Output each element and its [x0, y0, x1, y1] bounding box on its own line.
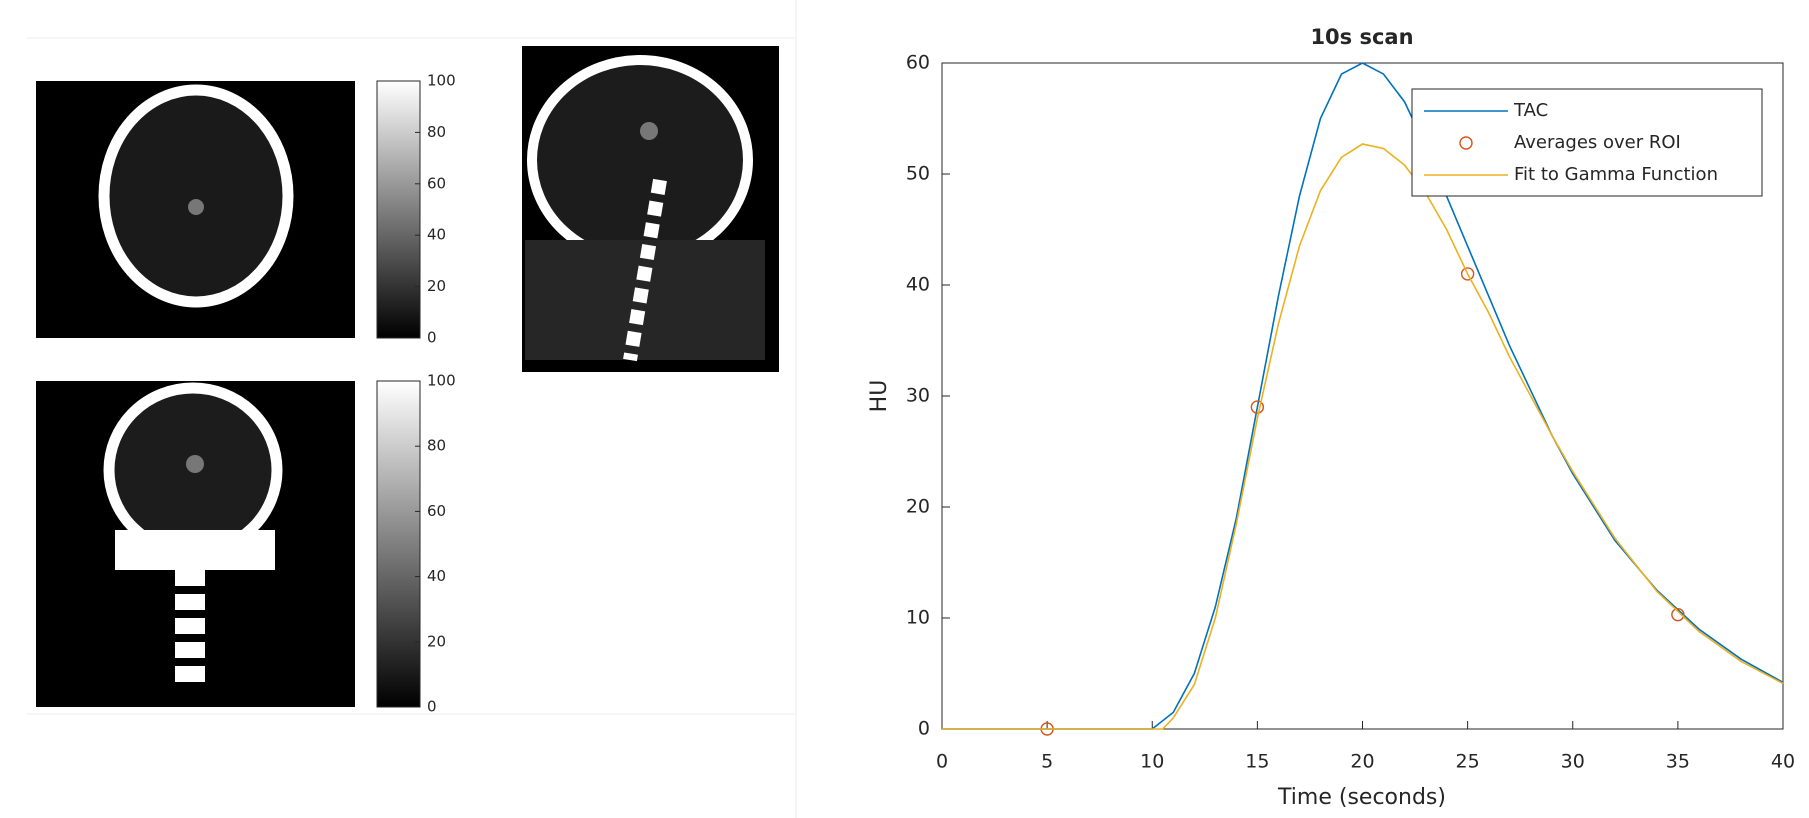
colorbar [376, 80, 421, 339]
y-tick-label: 30 [906, 385, 930, 407]
colorbar-tick-label: 100 [427, 372, 456, 390]
x-tick-label: 25 [1456, 751, 1480, 773]
roi [640, 122, 658, 140]
colorbar-tick-label: 80 [427, 123, 446, 141]
skull [98, 84, 294, 308]
y-axis-label: HU [867, 380, 892, 413]
x-tick-label: 35 [1666, 751, 1690, 773]
legend-swatch [1459, 136, 1473, 150]
y-tick-label: 40 [906, 274, 930, 296]
y-tick-label: 50 [906, 163, 930, 185]
jaw [115, 530, 275, 570]
legend-label: Averages over ROI [1514, 132, 1681, 153]
colorbars: 0 20 40 60 80 100 0 20 40 60 80 100 [376, 72, 456, 716]
data-line [942, 62, 1784, 730]
data-line [942, 143, 1784, 730]
colorbar-tick-label: 40 [427, 226, 446, 244]
colorbar-tick-label: 0 [427, 329, 437, 347]
colorbar [376, 380, 421, 708]
x-axis-label: Time (seconds) [1277, 785, 1446, 810]
legend: TAC Averages over ROI Fit to Gamma Functio… [1411, 88, 1763, 197]
colorbar-tick-label: 60 [427, 502, 446, 520]
colorbar-tick-label: 80 [427, 437, 446, 455]
colorbar-tick-label: 20 [427, 632, 446, 650]
colorbar-tick-label: 40 [427, 567, 446, 585]
y-tick-label: 10 [906, 607, 930, 629]
legend-label: Fit to Gamma Function [1514, 164, 1718, 185]
skull [527, 55, 753, 265]
data-point [1460, 267, 1475, 281]
x-tick-label: 30 [1561, 751, 1585, 773]
x-tick-label: 15 [1245, 751, 1269, 773]
y-tick-label: 0 [918, 718, 930, 740]
y-tick-label: 20 [906, 496, 930, 518]
legend-box [1411, 88, 1763, 197]
spine [623, 178, 667, 362]
colorbar-tick-label: 0 [427, 698, 437, 716]
x-tick-label: 0 [936, 751, 948, 773]
image-panel [27, 0, 797, 818]
legend-label: TAC [1513, 100, 1548, 121]
x-tick-label: 5 [1041, 751, 1053, 773]
data-point [1671, 607, 1685, 622]
x-tick-label: 10 [1140, 751, 1164, 773]
chart-title: 10s scan [1310, 25, 1413, 49]
x-tick-label: 40 [1771, 751, 1795, 773]
roi [188, 199, 204, 215]
chart: 10s scan Time (seconds) HU 0 5 10 15 20 25 30 3… [867, 25, 1795, 810]
x-tick-label: 20 [1350, 751, 1374, 773]
colorbar-tick-label: 60 [427, 174, 446, 192]
colorbar-tick-label: 100 [427, 72, 456, 90]
data-point [1250, 400, 1265, 414]
roi [186, 455, 204, 473]
colorbar-tick-label: 20 [427, 277, 446, 295]
y-tick-label: 60 [906, 52, 930, 74]
